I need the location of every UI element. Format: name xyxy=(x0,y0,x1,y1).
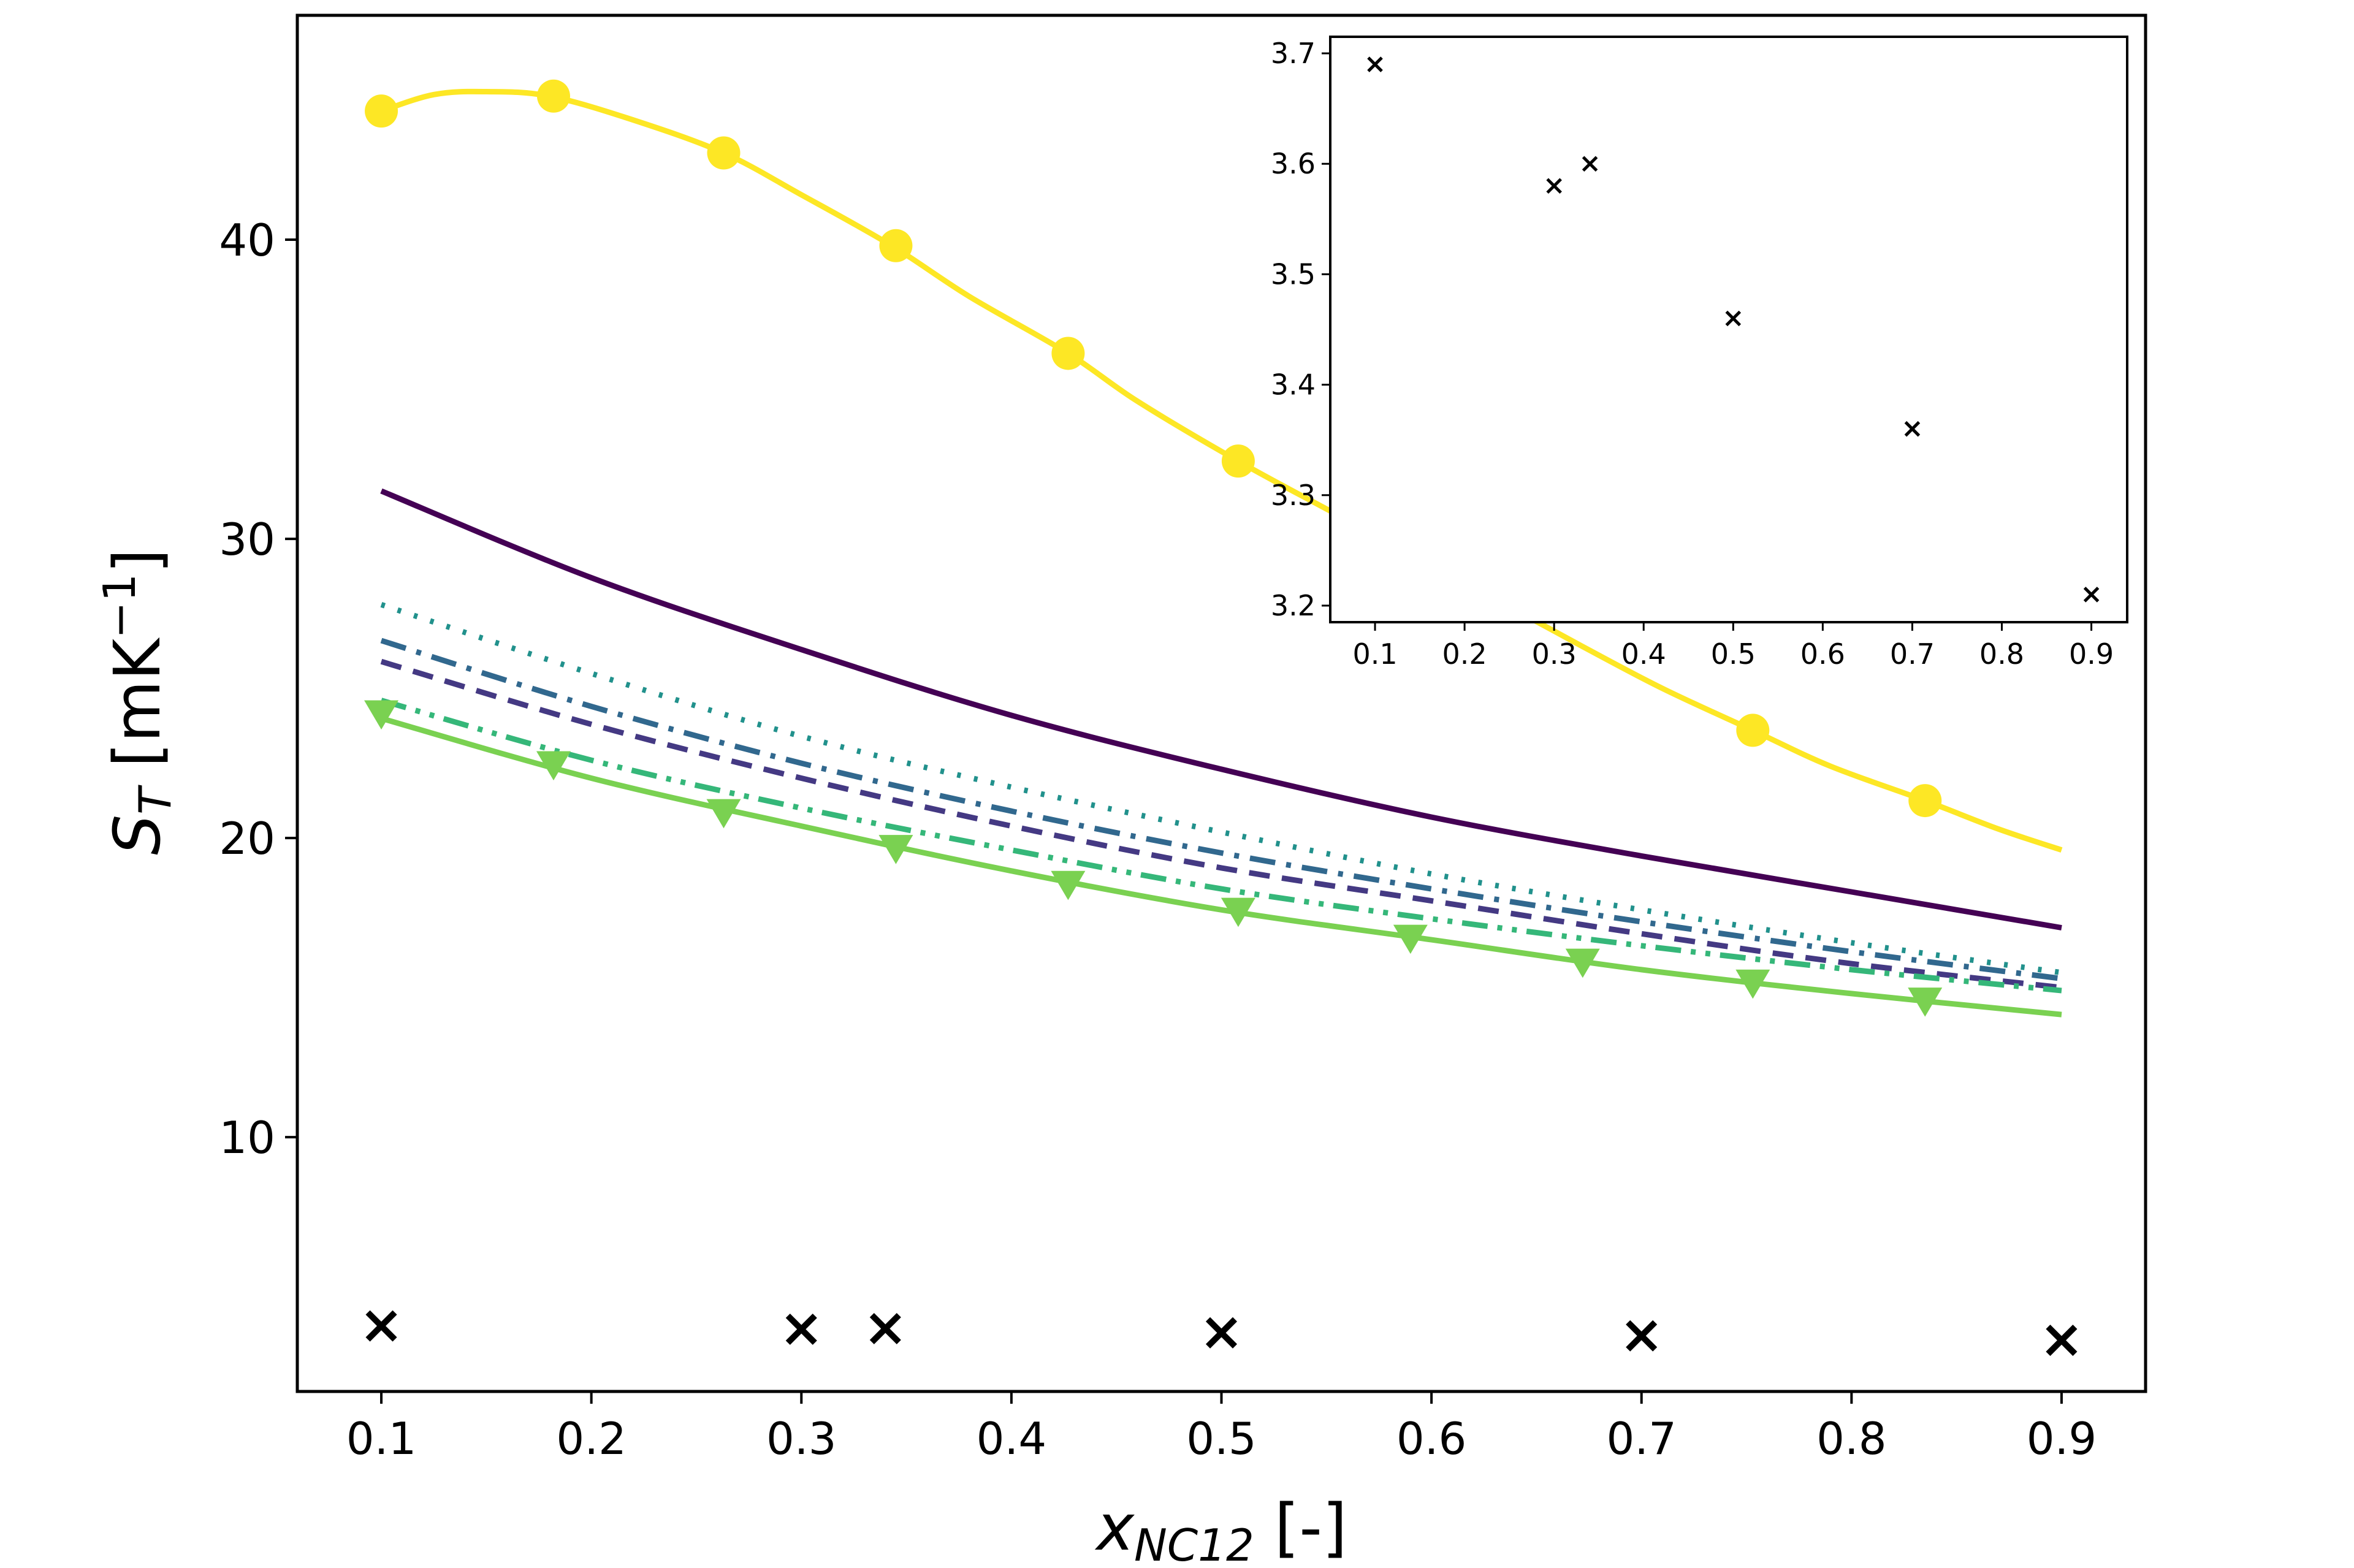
inset-marker-3-stroke-b xyxy=(1725,310,1742,327)
inset-marker-2-stroke-b xyxy=(1582,156,1598,172)
series-0-marker-5 xyxy=(1221,444,1255,478)
series-6-marker-1 xyxy=(536,751,571,781)
series-0-marker-1 xyxy=(536,79,570,113)
series-0-marker-7 xyxy=(1908,784,1942,818)
x-tick-label-7: 0.8 xyxy=(1816,1413,1887,1464)
series-7-marker-5-stroke-b xyxy=(2046,1325,2078,1357)
series-7-marker-1-stroke-b xyxy=(785,1313,817,1345)
series-3-line xyxy=(380,637,2062,981)
x-tick-label-8: 0.9 xyxy=(2027,1413,2097,1464)
inset-x-tick-label-3: 0.4 xyxy=(1621,637,1666,671)
inset-x-tick-label-1: 0.2 xyxy=(1442,637,1487,671)
series-7-marker-2-stroke-b xyxy=(869,1312,901,1345)
inset-marker-1 xyxy=(1546,178,1562,194)
series-6-marker-3 xyxy=(878,835,913,864)
main-marker-layer xyxy=(364,79,2078,1357)
series-7-marker-1 xyxy=(785,1313,817,1345)
series-7-marker-2 xyxy=(869,1312,901,1345)
x-tick-label-0: 0.1 xyxy=(346,1413,417,1464)
series-6-line xyxy=(380,715,2062,1018)
series-4-line xyxy=(380,658,2062,991)
inset-marker-2 xyxy=(1582,156,1598,172)
x-tick-label-3: 0.4 xyxy=(977,1413,1047,1464)
y-tick-label-2: 30 xyxy=(219,514,275,565)
inset-x-tick-label-4: 0.5 xyxy=(1711,637,1756,671)
y-axis-label-exponent: −1 xyxy=(94,574,145,639)
inset-marker-5 xyxy=(2083,587,2100,603)
x-tick-label-4: 0.5 xyxy=(1186,1413,1257,1464)
inset-marker-5-stroke-b xyxy=(2083,587,2100,603)
series-6-marker-4 xyxy=(1051,870,1086,900)
series-6-marker-2 xyxy=(706,799,741,829)
y-tick-label-3: 40 xyxy=(219,215,275,266)
series-7-marker-4-stroke-b xyxy=(1626,1320,1658,1352)
inset-y-tick-label-3: 3.5 xyxy=(1271,257,1316,291)
inset-plot: 0.1 0.2 0.3 0.4 0.5 0.6 0.7 0.8 0.9 3.2 3.3 3.4 3.5 3… xyxy=(1271,36,2128,671)
inset-frame xyxy=(1329,36,2128,623)
series-2-line xyxy=(380,602,2062,976)
series-0-line xyxy=(380,88,2063,853)
main-series-layer xyxy=(380,88,2063,1018)
inset-marker-layer xyxy=(1367,56,2100,603)
series-1-line xyxy=(380,488,2062,931)
series-7-marker-4 xyxy=(1626,1320,1658,1352)
series-6-marker-0 xyxy=(364,700,399,730)
y-axis-label-main: S xyxy=(100,815,175,855)
inset-y-tick-label-1: 3.3 xyxy=(1271,479,1316,512)
y-tick-label-1: 20 xyxy=(219,813,275,864)
series-7-marker-5 xyxy=(2046,1325,2078,1357)
series-0-marker-2 xyxy=(707,136,741,170)
y-axis-label-close: ] xyxy=(100,549,175,574)
x-axis-label-main: x xyxy=(1094,1490,1135,1565)
inset-y-tick-label-4: 3.6 xyxy=(1271,147,1316,180)
x-tick-label-1: 0.2 xyxy=(556,1413,627,1464)
inset-x-tick-label-0: 0.1 xyxy=(1352,637,1397,671)
inset-marker-0 xyxy=(1367,56,1383,72)
inset-marker-4-stroke-b xyxy=(1904,421,1921,437)
x-tick-label-6: 0.7 xyxy=(1606,1413,1677,1464)
inset-marker-1-stroke-b xyxy=(1546,178,1562,194)
series-6-marker-9 xyxy=(1908,988,1943,1017)
inset-marker-3 xyxy=(1725,310,1742,327)
series-6-marker-6 xyxy=(1393,924,1428,954)
series-7-marker-3 xyxy=(1205,1317,1238,1349)
inset-y-tick-label-2: 3.4 xyxy=(1271,368,1316,402)
series-7-marker-3-stroke-b xyxy=(1205,1317,1238,1349)
y-axis-label-subscript: T xyxy=(129,785,181,815)
y-tick-label-0: 10 xyxy=(219,1112,275,1163)
x-axis-label-subscript: NC12 xyxy=(1134,1520,1254,1568)
series-5-line xyxy=(380,698,2062,994)
main-tick-layer: 0.1 0.2 0.3 0.4 0.5 0.6 0.7 0.8 0.9 10 20 30 40 xyxy=(219,215,2097,1464)
x-tick-label-2: 0.3 xyxy=(766,1413,837,1464)
inset-marker-4 xyxy=(1904,421,1921,437)
x-axis-label-unit: [-] xyxy=(1254,1490,1347,1565)
series-6-marker-5 xyxy=(1221,897,1255,927)
main-plot xyxy=(364,79,2078,1357)
series-7-marker-0-stroke-b xyxy=(365,1310,397,1342)
series-7-marker-0 xyxy=(365,1310,397,1342)
inset-x-tick-label-5: 0.6 xyxy=(1800,637,1845,671)
series-6-marker-7 xyxy=(1565,948,1600,978)
series-0-marker-3 xyxy=(879,229,913,262)
y-axis-label-unit: [mK xyxy=(100,637,175,788)
inset-x-tick-label-6: 0.7 xyxy=(1890,637,1935,671)
y-axis-label: ST [mK−1] xyxy=(94,549,181,855)
series-0-marker-4 xyxy=(1051,337,1085,370)
inset-x-tick-label-7: 0.8 xyxy=(1979,637,2024,671)
inset-x-tick-label-2: 0.3 xyxy=(1532,637,1577,671)
inset-x-tick-label-8: 0.9 xyxy=(2069,637,2114,671)
x-tick-label-5: 0.6 xyxy=(1396,1413,1467,1464)
inset-y-tick-label-0: 3.2 xyxy=(1271,589,1316,622)
series-6-marker-8 xyxy=(1735,969,1770,999)
series-0-marker-6 xyxy=(1736,714,1770,747)
series-0-marker-0 xyxy=(365,94,398,128)
inset-tick-layer: 0.1 0.2 0.3 0.4 0.5 0.6 0.7 0.8 0.9 3.2 3.3 3.4 3.5 3… xyxy=(1271,37,2114,671)
inset-y-tick-label-5: 3.7 xyxy=(1271,37,1316,70)
x-axis-label: xNC12 [-] xyxy=(1094,1490,1347,1568)
inset-background xyxy=(1330,37,2127,622)
inset-marker-0-stroke-b xyxy=(1367,56,1383,72)
